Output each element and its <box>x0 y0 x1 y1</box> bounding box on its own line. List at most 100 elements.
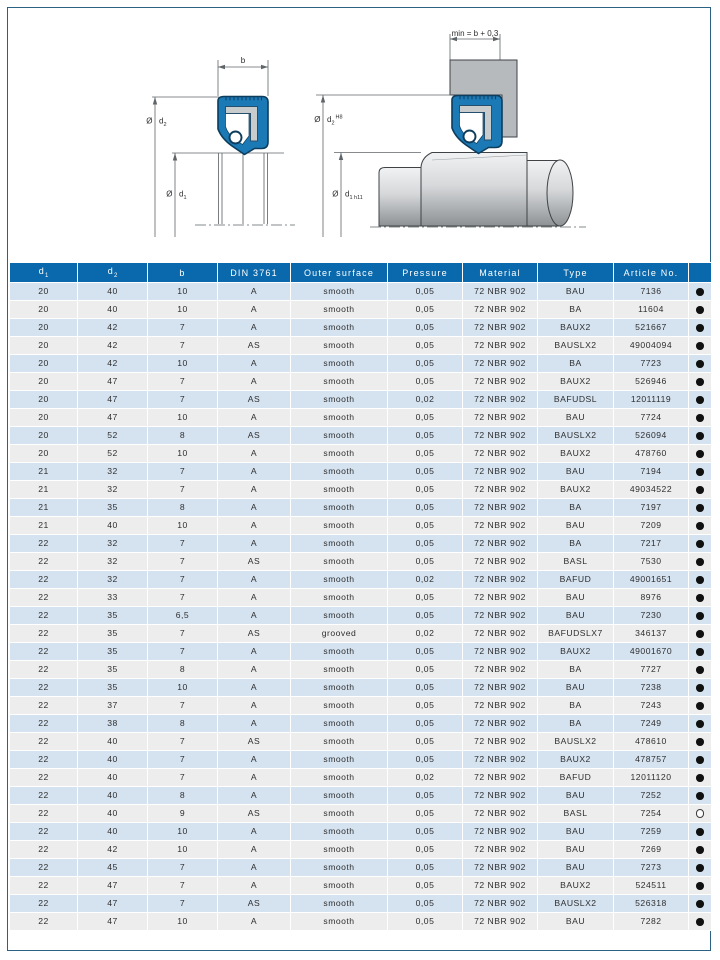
table-row: 22 35 7 AS grooved 0,02 72 NBR 902 BAFUDSLX7 346… <box>9 624 712 643</box>
cell-type: BAU <box>537 462 614 481</box>
cell-pressure: 0,05 <box>387 282 463 301</box>
cell-type: BAUSLX2 <box>537 732 614 751</box>
cell-d2: 37 <box>77 696 148 715</box>
cell-marker <box>688 426 712 445</box>
cell-d1: 21 <box>9 516 78 535</box>
cell-outer-surface: smooth <box>290 390 388 409</box>
cell-b: 7 <box>147 552 218 571</box>
cell-d1: 22 <box>9 750 78 769</box>
cell-din-3761: A <box>217 660 291 679</box>
cell-b: 7 <box>147 336 218 355</box>
dim-label-d2-diameter: Ø <box>146 117 152 126</box>
cell-pressure: 0,05 <box>387 480 463 499</box>
table-header-row: d1 d2 b DIN 3761 Outer surface Pressure Materi… <box>9 262 712 283</box>
dim-label-min-depth: min = b + 0,3 <box>452 29 499 38</box>
cell-article-no: 478757 <box>613 750 689 769</box>
cell-type: BAFUDSLX7 <box>537 624 614 643</box>
cell-din-3761: A <box>217 606 291 625</box>
cell-type: BAUX2 <box>537 372 614 391</box>
cell-b: 8 <box>147 786 218 805</box>
cell-material: 72 NBR 902 <box>462 318 538 337</box>
cell-d1: 20 <box>9 372 78 391</box>
cell-din-3761: AS <box>217 552 291 571</box>
cell-b: 8 <box>147 426 218 445</box>
cell-d1: 22 <box>9 642 78 661</box>
cell-b: 7 <box>147 768 218 787</box>
cell-marker <box>688 318 712 337</box>
availability-dot-filled-icon <box>696 306 704 314</box>
cell-type: BAUSLX2 <box>537 336 614 355</box>
availability-dot-filled-icon <box>696 414 704 422</box>
availability-dot-filled-icon <box>696 756 704 764</box>
cell-din-3761: AS <box>217 336 291 355</box>
cell-type: BA <box>537 534 614 553</box>
cell-d2: 40 <box>77 804 148 823</box>
cell-outer-surface: smooth <box>290 534 388 553</box>
cell-pressure: 0,05 <box>387 894 463 913</box>
cell-material: 72 NBR 902 <box>462 606 538 625</box>
cell-type: BAU <box>537 606 614 625</box>
cell-marker <box>688 354 712 373</box>
cell-material: 72 NBR 902 <box>462 372 538 391</box>
cell-din-3761: A <box>217 462 291 481</box>
availability-dot-filled-icon <box>696 738 704 746</box>
cell-outer-surface: smooth <box>290 444 388 463</box>
dim-label-d2-h8: d2H8 <box>327 115 343 127</box>
cell-marker <box>688 516 712 535</box>
availability-dot-filled-icon <box>696 792 704 800</box>
availability-dot-filled-icon <box>696 846 704 854</box>
availability-dot-filled-icon <box>696 540 704 548</box>
cell-d1: 22 <box>9 678 78 697</box>
table-row: 22 40 7 AS smooth 0,05 72 NBR 902 BAUSLX2 478610 <box>9 732 712 751</box>
cell-material: 72 NBR 902 <box>462 822 538 841</box>
cell-marker <box>688 336 712 355</box>
cell-b: 10 <box>147 678 218 697</box>
availability-dot-filled-icon <box>696 774 704 782</box>
availability-dot-filled-icon <box>696 378 704 386</box>
cell-d2: 32 <box>77 570 148 589</box>
availability-dot-filled-icon <box>696 360 704 368</box>
cell-type: BAUX2 <box>537 318 614 337</box>
cell-article-no: 478760 <box>613 444 689 463</box>
cell-outer-surface: smooth <box>290 606 388 625</box>
cell-article-no: 49004094 <box>613 336 689 355</box>
cell-din-3761: A <box>217 588 291 607</box>
cell-d2: 40 <box>77 516 148 535</box>
cell-marker <box>688 804 712 823</box>
cell-d1: 20 <box>9 282 78 301</box>
cell-outer-surface: grooved <box>290 624 388 643</box>
cell-d2: 32 <box>77 462 148 481</box>
cell-article-no: 7269 <box>613 840 689 859</box>
cell-pressure: 0,05 <box>387 750 463 769</box>
cell-outer-surface: smooth <box>290 570 388 589</box>
availability-dot-filled-icon <box>696 558 704 566</box>
cell-d2: 35 <box>77 624 148 643</box>
cell-material: 72 NBR 902 <box>462 282 538 301</box>
cell-article-no: 7230 <box>613 606 689 625</box>
cell-d2: 47 <box>77 912 148 931</box>
cell-material: 72 NBR 902 <box>462 804 538 823</box>
cell-marker <box>688 498 712 517</box>
column-header-pressure: Pressure <box>387 262 463 283</box>
cell-marker <box>688 282 712 301</box>
cell-d1: 22 <box>9 624 78 643</box>
availability-dot-filled-icon <box>696 666 704 674</box>
availability-dot-filled-icon <box>696 324 704 332</box>
cell-din-3761: A <box>217 444 291 463</box>
cell-pressure: 0,05 <box>387 606 463 625</box>
cell-marker <box>688 372 712 391</box>
cell-d2: 42 <box>77 354 148 373</box>
cell-b: 10 <box>147 300 218 319</box>
cell-b: 7 <box>147 624 218 643</box>
cell-b: 7 <box>147 876 218 895</box>
